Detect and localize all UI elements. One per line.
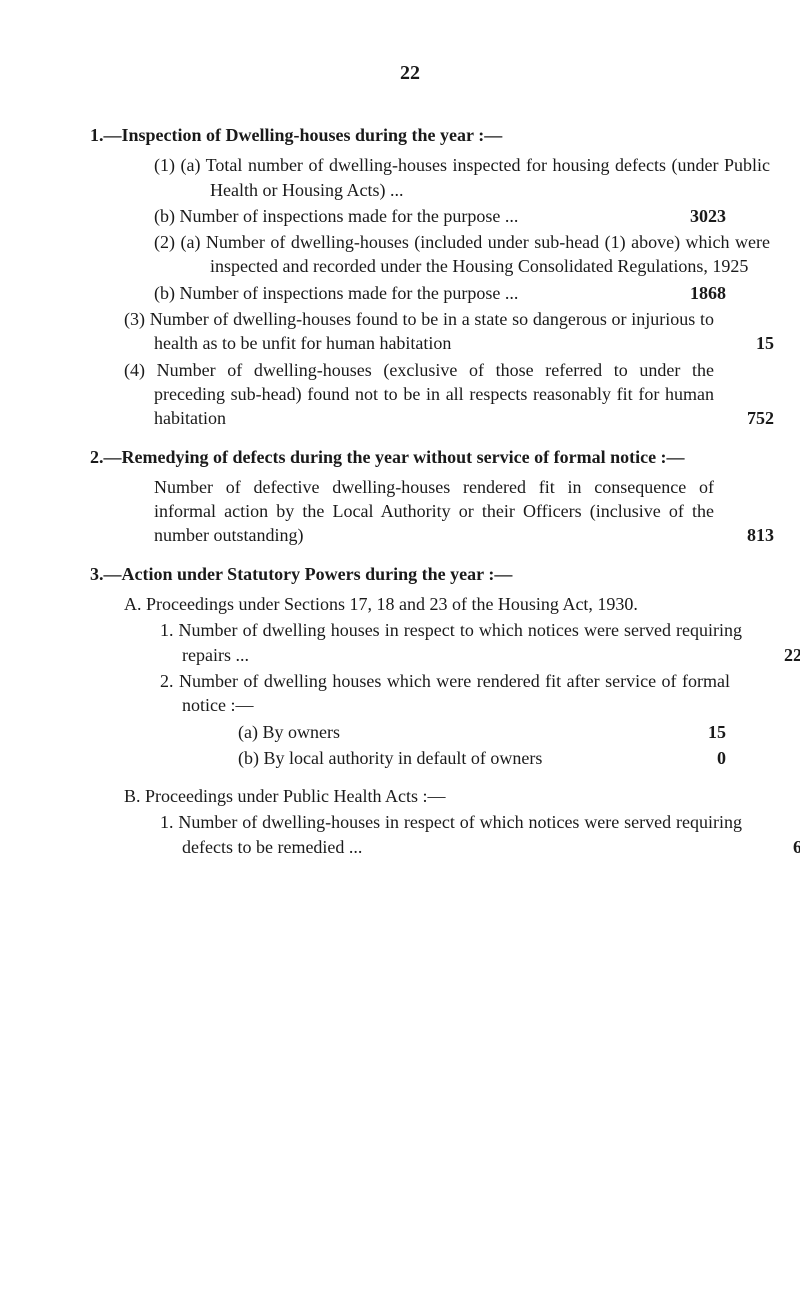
item-A1: 1. Number of dwelling houses in respect … (90, 618, 730, 667)
section-2-body: Number of defective dwelling-houses rend… (90, 475, 730, 548)
item-4: (4) Number of dwelling-houses (exclusive… (90, 358, 730, 431)
item-A2b-value: 0 (666, 746, 730, 770)
item-4-text: (4) Number of dwelling-houses (exclusive… (90, 358, 714, 431)
item-B1-value: 6 (742, 835, 800, 859)
section-2-value: 813 (714, 523, 778, 547)
item-2b: (b) Number of inspections made for the p… (90, 281, 730, 305)
item-B1: 1. Number of dwelling-houses in respect … (90, 810, 730, 859)
item-1a-text: (1) (a) Total number of dwelling-houses … (90, 153, 770, 202)
item-1b-text: (b) Number of inspections made for the p… (90, 204, 518, 228)
item-A1-text: 1. Number of dwelling houses in respect … (90, 618, 742, 667)
item-4-value: 752 (714, 406, 778, 430)
item-3: (3) Number of dwelling-houses found to b… (90, 307, 730, 356)
item-2a-text: (2) (a) Number of dwelling-houses (inclu… (90, 230, 770, 279)
item-1a-value: 792 (770, 178, 800, 202)
item-A2a-text: (a) By owners (90, 720, 340, 744)
page-number: 22 (90, 60, 730, 87)
item-2a-value: 366 (770, 254, 800, 278)
section-3-heading: 3.—Action under Statutory Powers during … (90, 562, 730, 586)
section-2-text: Number of defective dwelling-houses rend… (90, 475, 714, 548)
item-A2a-value: 15 (666, 720, 730, 744)
item-3-text: (3) Number of dwelling-houses found to b… (90, 307, 714, 356)
item-A2b: (b) By local authority in default of own… (90, 746, 730, 770)
item-2a: (2) (a) Number of dwelling-houses (inclu… (90, 230, 730, 279)
item-A1-value: 22 (742, 643, 800, 667)
section-3-A-head: A. Proceedings under Sections 17, 18 and… (90, 592, 730, 616)
item-2b-value: 1868 (666, 281, 730, 305)
item-1b: (b) Number of inspections made for the p… (90, 204, 730, 228)
section-2-heading: 2.—Remedying of defects during the year … (90, 445, 730, 469)
section-3-B-head: B. Proceedings under Public Health Acts … (90, 784, 730, 808)
item-B1-text: 1. Number of dwelling-houses in respect … (90, 810, 742, 859)
item-2b-text: (b) Number of inspections made for the p… (90, 281, 518, 305)
item-A2a: (a) By owners 15 (90, 720, 730, 744)
item-A2b-text: (b) By local authority in default of own… (90, 746, 542, 770)
item-3-value: 15 (714, 331, 778, 355)
section-1-heading: 1.—Inspection of Dwelling-houses during … (90, 123, 730, 147)
item-A2-text: 2. Number of dwelling houses which were … (90, 669, 730, 718)
item-1a: (1) (a) Total number of dwelling-houses … (90, 153, 730, 202)
item-1b-value: 3023 (666, 204, 730, 228)
